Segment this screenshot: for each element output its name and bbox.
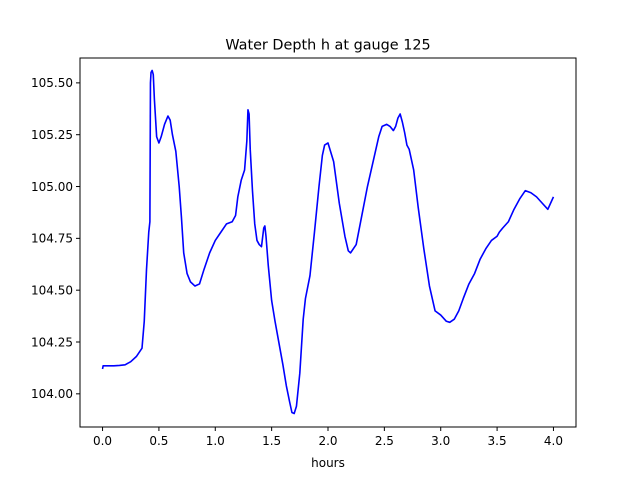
y-tick-label: 105.00 [31,180,73,194]
x-axis-label: hours [311,456,345,470]
x-tick-label: 4.0 [544,434,563,448]
series-line-0 [101,69,555,415]
x-tick-label: 1.0 [206,434,225,448]
y-tick-label: 104.75 [31,232,73,246]
y-tick-label: 104.00 [31,387,73,401]
y-axis: 104.00 104.25 104.50 104.75 105.00 105.25 105.… [31,76,80,401]
x-axis: 0.0 0.5 1.0 1.5 2.0 2.5 3.0 3.5 4.0 [93,427,563,448]
y-tick-label: 104.25 [31,335,73,349]
x-tick-label: 1.5 [262,434,281,448]
x-tick-label: 3.0 [431,434,450,448]
y-tick-label: 104.50 [31,283,73,297]
x-tick-label: 3.5 [488,434,507,448]
x-tick-label: 0.5 [149,434,168,448]
chart-title: Water Depth h at gauge 125 [225,38,430,54]
x-tick-label: 2.5 [375,434,394,448]
plot-area [80,58,576,427]
y-tick-label: 105.25 [31,128,73,142]
y-tick-label: 105.50 [31,76,73,90]
series-layer [101,69,555,415]
x-tick-label: 0.0 [93,434,112,448]
x-tick-label: 2.0 [318,434,337,448]
